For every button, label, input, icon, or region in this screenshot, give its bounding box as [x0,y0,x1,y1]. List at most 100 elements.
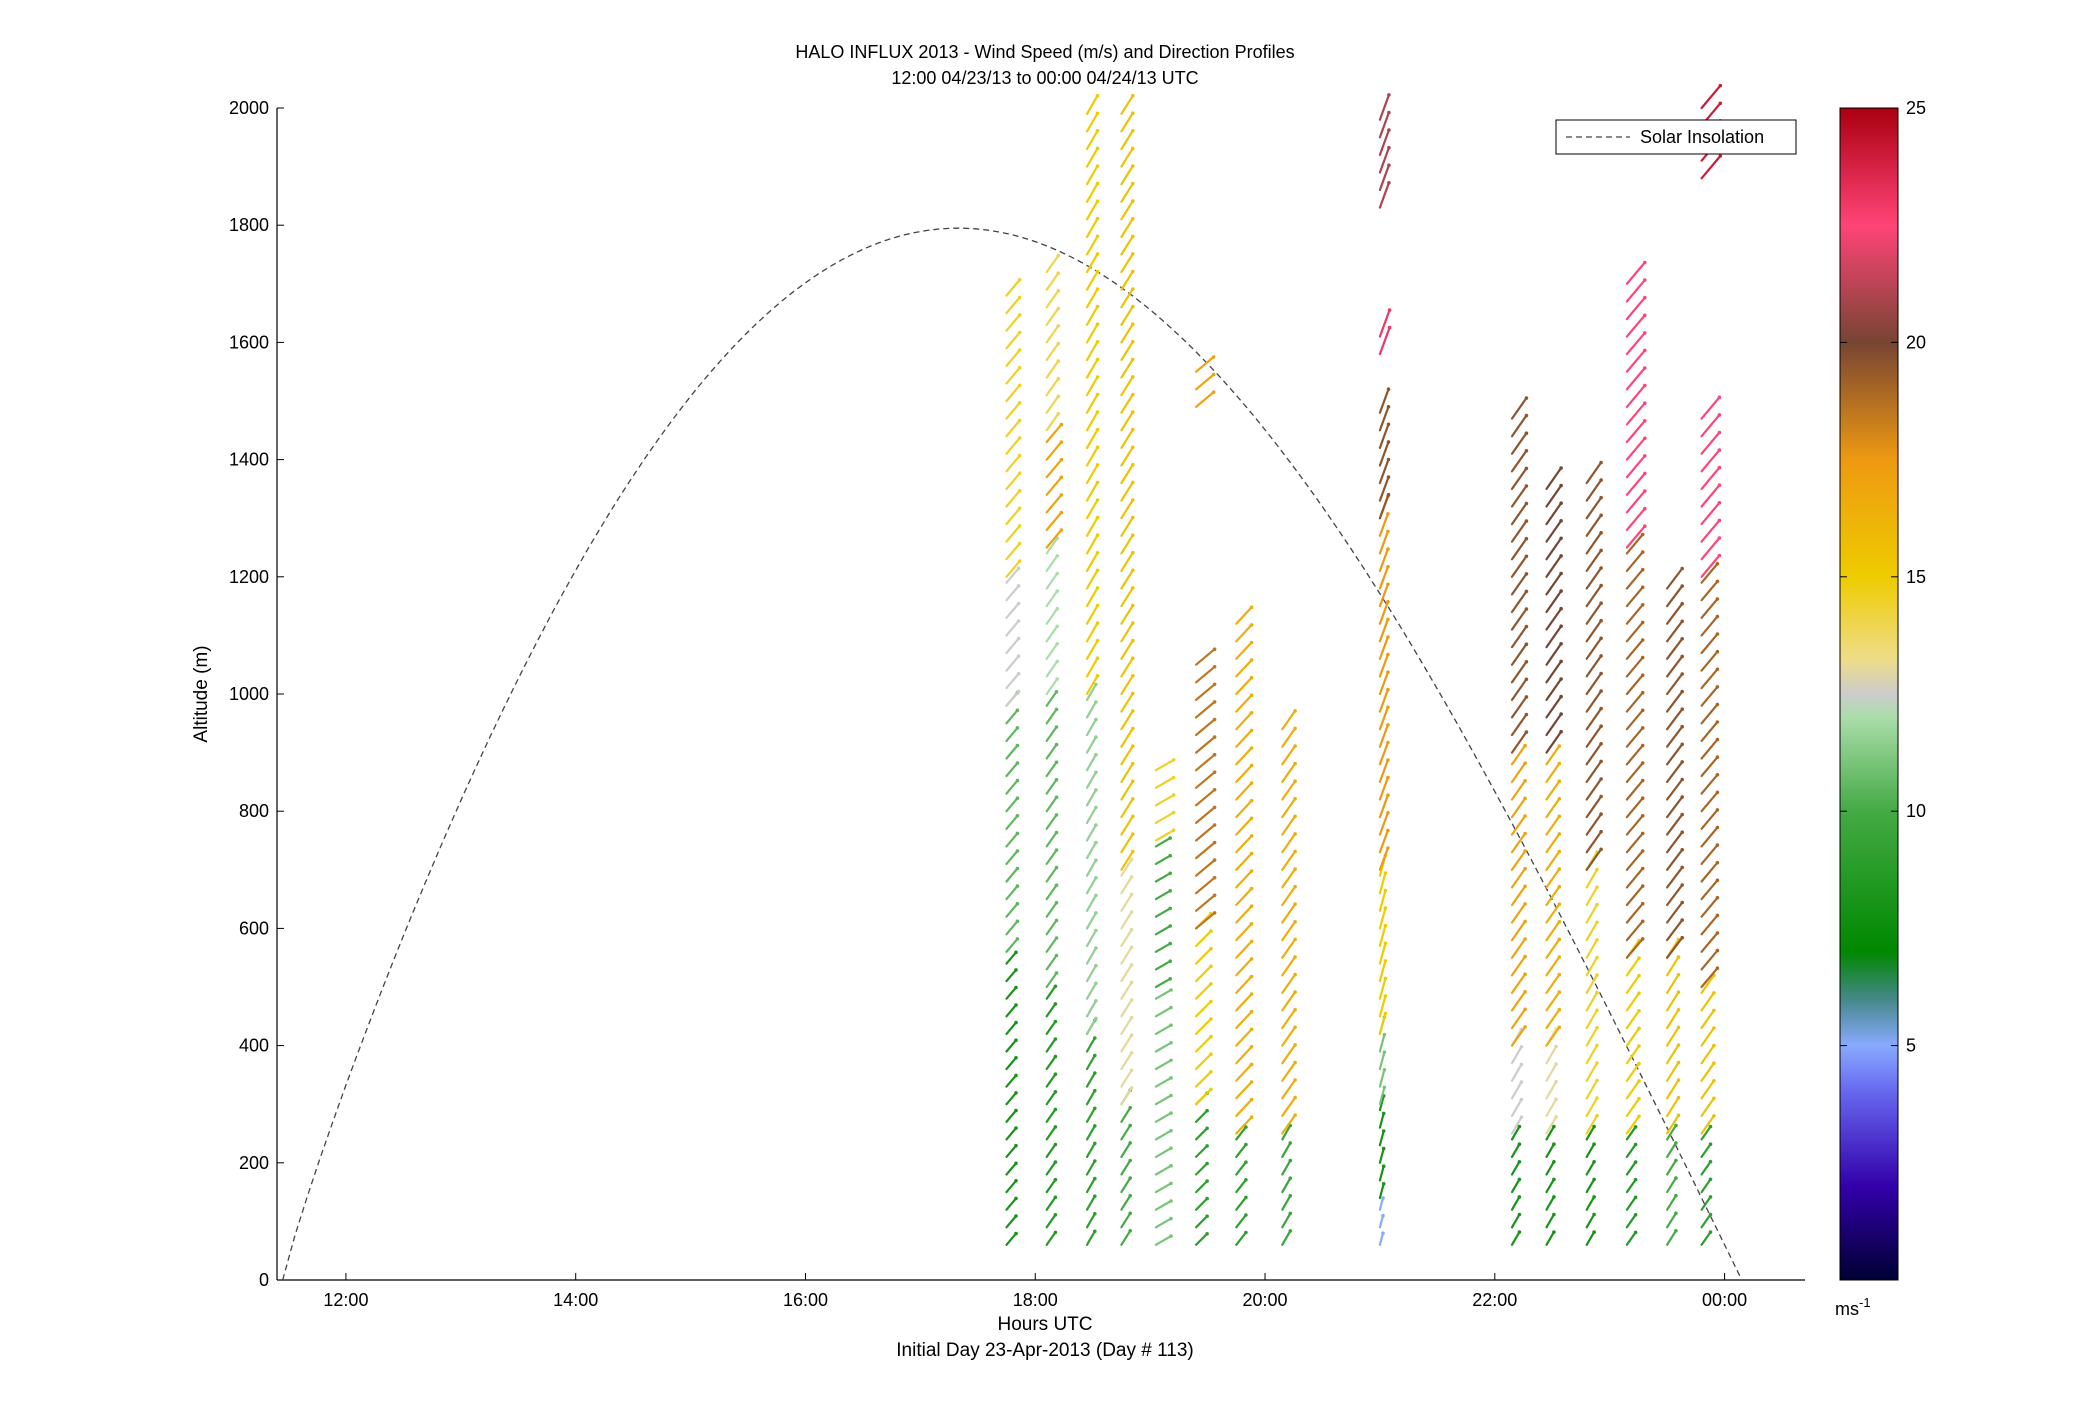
wind-arrow-head [1131,744,1135,748]
wind-arrow [1665,866,1684,889]
wind-arrow [1700,974,1716,995]
wind-arrow-head [1637,1079,1641,1083]
wind-arrow-head [1095,551,1100,555]
wind-arrow [1085,1212,1096,1229]
wind-arrow-head [1557,884,1562,889]
wind-arrow-head [1599,478,1603,482]
wind-arrow [1120,1141,1132,1159]
wind-arrow-head [1059,422,1064,427]
wind-arrow-head [1015,796,1020,800]
wind-arrow-head [1129,927,1134,932]
wind-arrow-head [1674,1229,1678,1233]
wind-arrow [1510,414,1528,438]
wind-arrow [1378,129,1391,156]
wind-arrow-head [1717,536,1722,540]
wind-arrow-head [1599,513,1603,518]
wind-arrow-head [1212,858,1217,862]
wind-arrow-head [1643,383,1647,388]
wind-arrow [1045,537,1059,555]
wind-arrow [1005,884,1019,901]
wind-arrow-head [1554,1115,1558,1119]
wind-arrow [1665,602,1684,625]
wind-arrow-head [1643,419,1647,423]
wind-arrow-head [1212,700,1217,704]
wind-arrow-head [1715,878,1720,883]
wind-arrow-head [1244,1125,1248,1129]
wind-arrow [1625,419,1646,444]
wind-arrow [1045,919,1058,936]
wind-arrow [1154,960,1172,971]
wind-arrow [1235,746,1253,766]
wind-arrow [1235,1045,1253,1065]
wind-arrow [1154,872,1172,883]
wind-arrow-head [1095,252,1100,256]
x-tick-label: 16:00 [783,1290,828,1310]
wind-arrow-head [1715,649,1720,654]
wind-arrow [1585,602,1603,625]
wind-arrow-head [1680,584,1684,588]
wind-arrow-head [1386,600,1390,604]
wind-arrow-head [1053,1107,1058,1112]
wind-arrow-head [1557,902,1562,906]
wind-arrow-head [1523,990,1527,994]
wind-arrow [1625,884,1644,907]
wind-arrow-head [1712,1079,1716,1083]
wind-arrow [1005,761,1019,778]
wind-arrow [1085,841,1098,860]
wind-arrow [1085,481,1099,502]
wind-arrow-head [1715,808,1720,812]
wind-arrow-head [1095,656,1100,660]
wind-arrow [1545,832,1561,854]
wind-arrow-head [1559,536,1563,541]
wind-arrow-head [1249,1062,1254,1067]
wind-arrow-head [1557,990,1562,994]
wind-arrow [1085,200,1099,221]
wind-arrow [1585,514,1603,537]
wind-arrow-head [1129,998,1134,1002]
x-tick-label: 00:00 [1702,1290,1747,1310]
wind-arrow [1625,384,1646,408]
wind-arrow-head [1094,735,1098,739]
wind-arrow-head [1708,1159,1713,1164]
wind-arrow-head [1095,111,1100,116]
wind-arrow [1005,797,1019,813]
wind-arrow-head [1717,483,1722,488]
wind-arrow [1085,999,1098,1018]
wind-arrow [1378,512,1390,537]
wind-arrow-head [1592,1177,1596,1182]
wind-arrow [1235,940,1253,959]
wind-arrow-head [1640,726,1645,730]
wind-arrow [1005,1232,1018,1246]
wind-arrow-head [1523,779,1527,783]
wind-arrow-head [1015,726,1020,730]
wind-arrow-head [1244,1230,1248,1235]
wind-arrow [1510,814,1527,836]
wind-arrow-head [1168,941,1172,946]
wind-arrow-head [1244,1178,1248,1182]
wind-arrow [1120,928,1133,948]
wind-arrow-head [1015,884,1020,888]
wind-arrow [1665,795,1684,819]
wind-arrow [1700,597,1719,619]
wind-arrow-head [1293,1113,1297,1117]
wind-arrow-head [1595,1096,1599,1100]
wind-arrow-head [1209,946,1213,951]
wind-arrow-head [1249,1097,1254,1102]
wind-arrow-head [1386,405,1391,409]
wind-arrow [1005,567,1020,584]
wind-arrow-head [1715,597,1720,601]
wind-arrow [1625,656,1644,678]
y-tick-label: 600 [239,918,269,938]
wind-arrow-head [1169,1199,1173,1203]
wind-arrow [1194,1000,1213,1018]
wind-arrow [1194,911,1216,930]
wind-arrow [1281,938,1297,959]
wind-arrow-head [1717,501,1722,505]
wind-arrow [1085,252,1099,274]
wind-arrow-head [1094,893,1098,898]
wind-arrow-head [1212,911,1217,915]
wind-arrow-head [1559,501,1563,506]
wind-arrow [1665,883,1684,907]
wind-arrow-head [1129,1068,1134,1073]
